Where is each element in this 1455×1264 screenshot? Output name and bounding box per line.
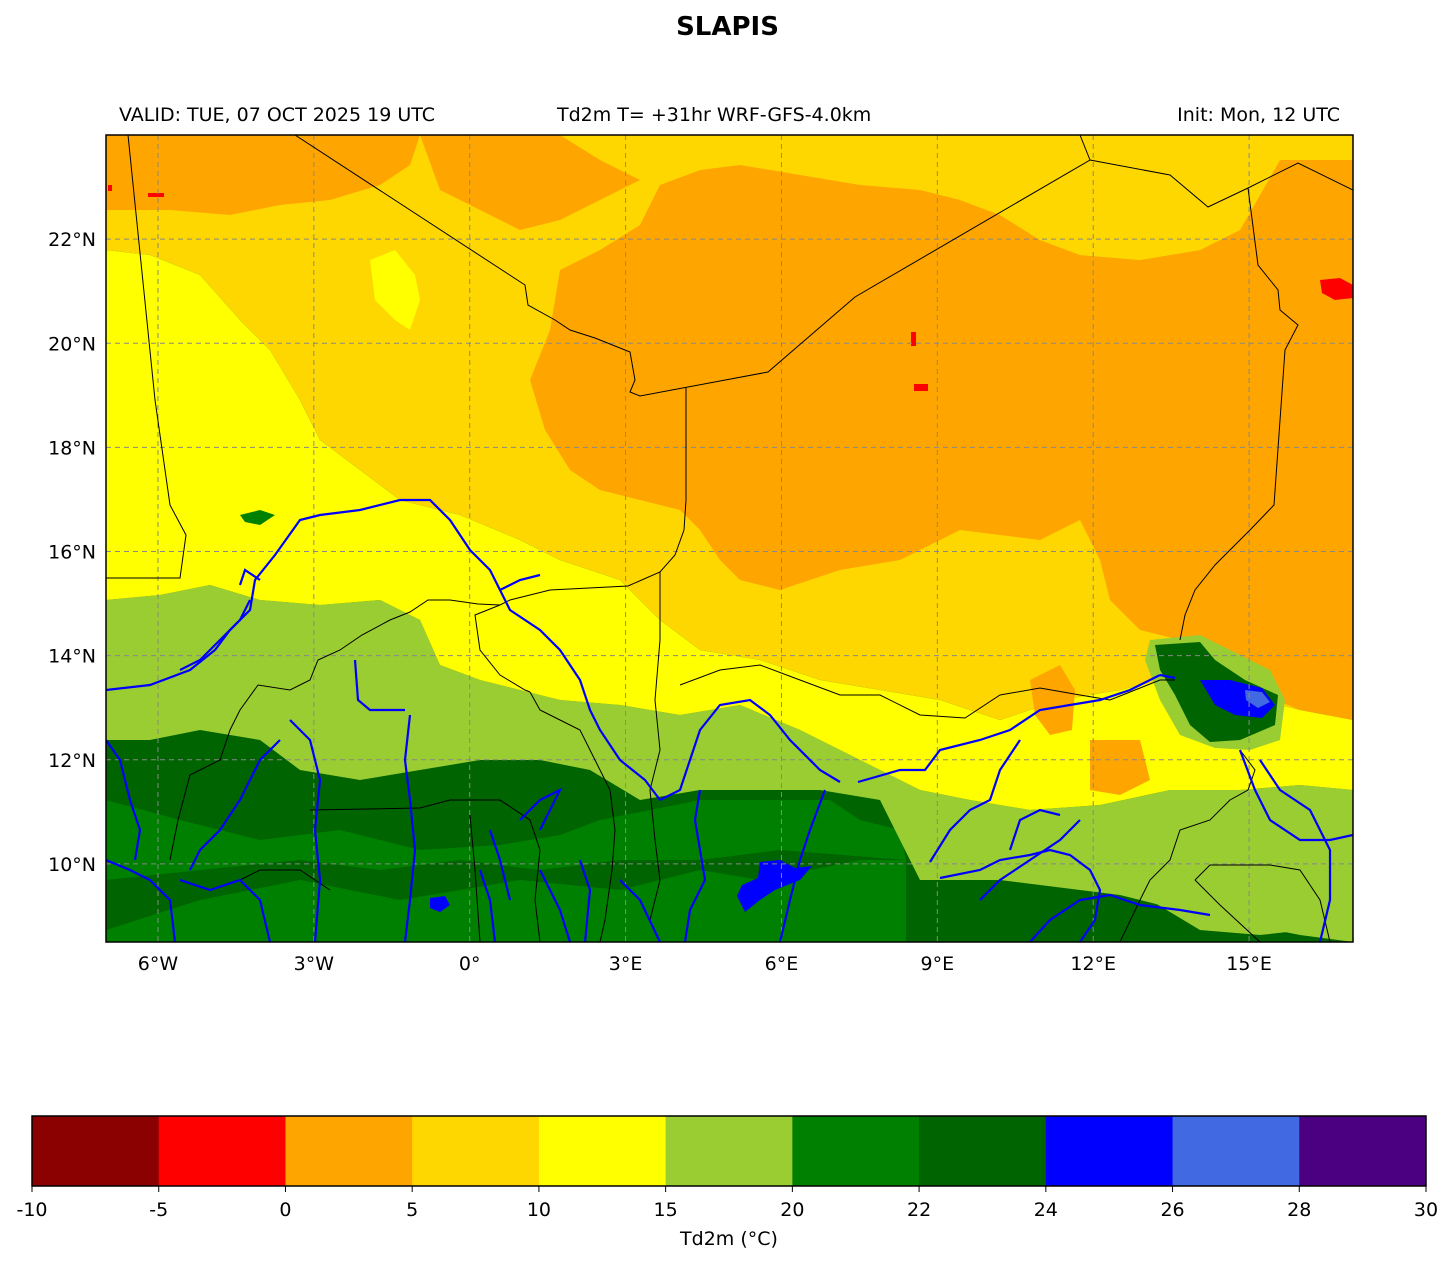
lat-tick-label: 16°N bbox=[48, 542, 96, 564]
colorbar-tick-label: 24 bbox=[1034, 1199, 1058, 1221]
lat-tick-label: 12°N bbox=[48, 750, 96, 772]
colorbar-segment bbox=[1046, 1116, 1173, 1186]
lon-tick-label: 3°W bbox=[294, 953, 335, 975]
colorbar-tick-label: 15 bbox=[654, 1199, 678, 1221]
lat-tick-label: 10°N bbox=[48, 854, 96, 876]
lon-tick-label: 3°E bbox=[609, 953, 643, 975]
colorbar-segment bbox=[285, 1116, 412, 1186]
lat-tick-label: 18°N bbox=[48, 437, 96, 459]
colorbar-tick-label: -10 bbox=[16, 1199, 47, 1221]
lat-tick-label: 22°N bbox=[48, 229, 96, 251]
dewpoint-fill-layer bbox=[106, 135, 1353, 942]
colorbar-label: Td2m (°C) bbox=[679, 1228, 778, 1250]
colorbar-segment bbox=[32, 1116, 159, 1186]
lat-tick-label: 14°N bbox=[48, 646, 96, 668]
colorbar-tick-label: 22 bbox=[907, 1199, 931, 1221]
colorbar-tick-label: 26 bbox=[1160, 1199, 1184, 1221]
colorbar-tick-label: 28 bbox=[1287, 1199, 1311, 1221]
colorbar-segment bbox=[666, 1116, 793, 1186]
colorbar-segment bbox=[539, 1116, 666, 1186]
colorbar-tick-label: 0 bbox=[279, 1199, 291, 1221]
colorbar: -10 -5 0 5 10 15 20 22 24 26 28 30 bbox=[16, 1116, 1438, 1221]
latitude-tick-labels: 10°N 12°N 14°N 16°N 18°N 20°N 22°N bbox=[48, 229, 96, 876]
colorbar-tick-label: 30 bbox=[1414, 1199, 1438, 1221]
lon-tick-label: 6°E bbox=[765, 953, 799, 975]
colorbar-segment bbox=[1173, 1116, 1300, 1186]
colorbar-segment bbox=[919, 1116, 1046, 1186]
colorbar-segment bbox=[792, 1116, 919, 1186]
colorbar-tick-label: 10 bbox=[527, 1199, 551, 1221]
colorbar-tick-label: -5 bbox=[149, 1199, 168, 1221]
lon-tick-label: 9°E bbox=[921, 953, 955, 975]
colorbar-tick-label: 20 bbox=[780, 1199, 804, 1221]
longitude-tick-labels: 6°W 3°W 0° 3°E 6°E 9°E 12°E 15°E bbox=[138, 953, 1272, 975]
lon-tick-label: 15°E bbox=[1226, 953, 1272, 975]
colorbar-segment bbox=[412, 1116, 539, 1186]
colorbar-tick-label: 5 bbox=[406, 1199, 418, 1221]
colorbar-segment bbox=[159, 1116, 286, 1186]
lon-tick-label: 12°E bbox=[1070, 953, 1116, 975]
lat-tick-label: 20°N bbox=[48, 333, 96, 355]
lon-tick-label: 6°W bbox=[138, 953, 179, 975]
colorbar-segment bbox=[1299, 1116, 1426, 1186]
lon-tick-label: 0° bbox=[459, 953, 481, 975]
